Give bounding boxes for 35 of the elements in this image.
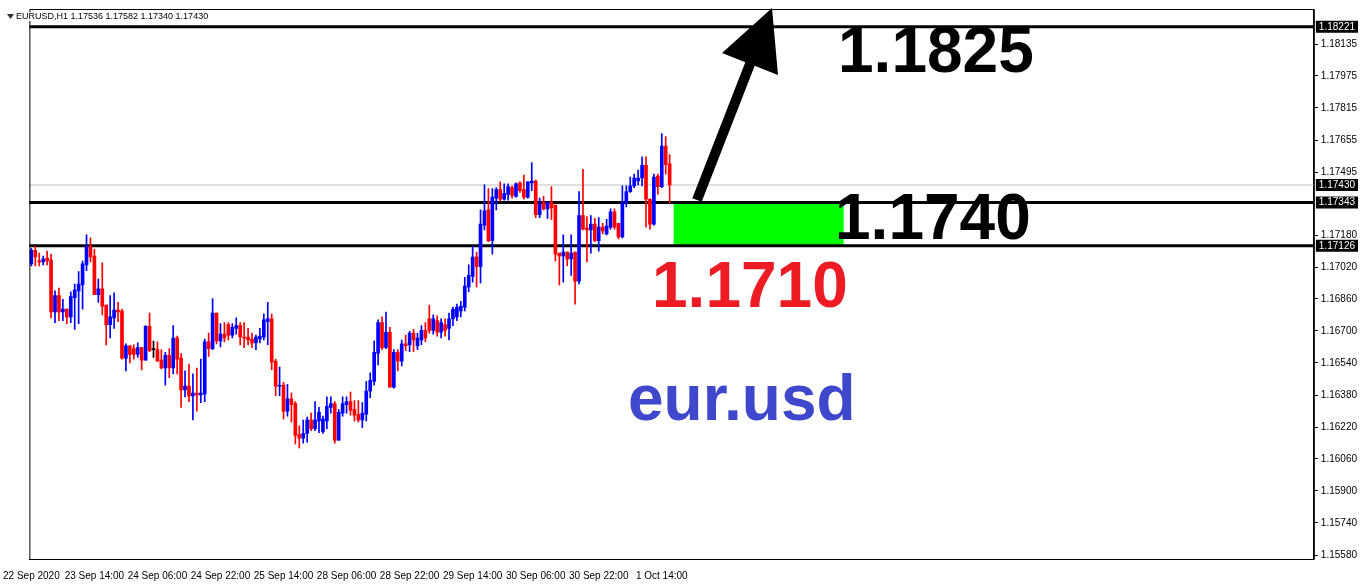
x-tick-label: 25 Sep 14:00 [253, 569, 314, 581]
y-tick-label: 1.17655 [1320, 133, 1358, 145]
x-tick-label: 30 Sep 22:00 [568, 569, 629, 581]
y-tick-label: 1.18135 [1320, 37, 1358, 49]
x-tick-label: 23 Sep 14:00 [64, 569, 125, 581]
y-tick-label: 1.16220 [1320, 420, 1358, 432]
x-tick-label: 29 Sep 14:00 [442, 569, 503, 581]
y-tick-label: 1.16540 [1320, 356, 1358, 368]
y-tick-label: 1.17975 [1320, 69, 1358, 81]
x-tick-label: 22 Sep 2020 [3, 569, 61, 581]
y-tick-label: 1.17495 [1320, 165, 1358, 177]
x-tick-label: 28 Sep 22:00 [379, 569, 440, 581]
ref-line-label: 1.18221 [1318, 20, 1356, 32]
y-tick-label: 1.15580 [1320, 548, 1358, 560]
y-tick-label: 1.17180 [1320, 228, 1358, 240]
y-tick-label: 1.17815 [1320, 101, 1358, 113]
x-tick-label: 1 Oct 14:00 [635, 569, 689, 581]
annotation: 1.1825 [838, 14, 1034, 86]
x-tick-label: 24 Sep 06:00 [127, 569, 188, 581]
ref-line-label: 1.17126 [1318, 239, 1356, 251]
x-tick-label: 28 Sep 06:00 [316, 569, 377, 581]
y-tick-label: 1.15900 [1320, 484, 1358, 496]
annotation: 1.1710 [652, 249, 848, 321]
y-tick-label: 1.16380 [1320, 388, 1358, 400]
y-tick-label: 1.16700 [1320, 324, 1358, 336]
annotation: eur.usd [628, 362, 856, 434]
y-tick-label: 1.16060 [1320, 452, 1358, 464]
y-tick-label: 1.15740 [1320, 516, 1358, 528]
annotation: EURUSD,H1 1.17536 1.17582 1.17340 1.17430 [16, 11, 209, 21]
x-tick-label: 24 Sep 22:00 [190, 569, 251, 581]
y-tick-label: 1.17020 [1320, 260, 1358, 272]
x-tick-label: 30 Sep 06:00 [505, 569, 566, 581]
y-tick-label: 1.16860 [1320, 292, 1358, 304]
ref-line-label: 1.17343 [1318, 196, 1356, 208]
ref-line-label: 1.17430 [1318, 178, 1356, 190]
